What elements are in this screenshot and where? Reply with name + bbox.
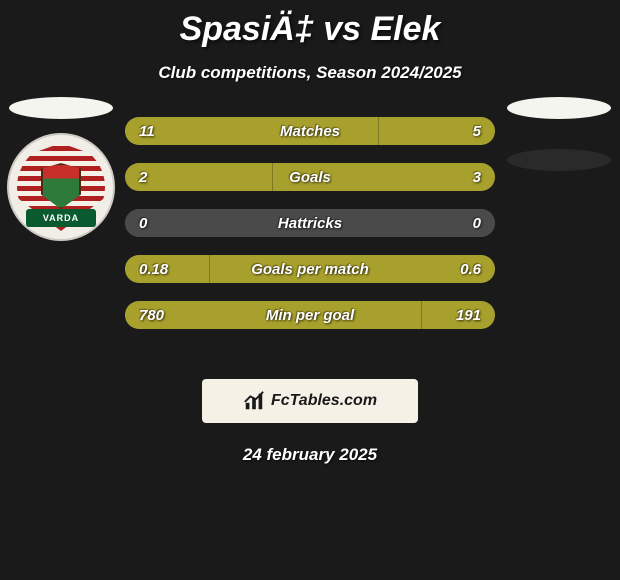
stat-label: Goals per match <box>125 255 495 283</box>
left-player-ellipse <box>9 97 113 119</box>
stat-label: Goals <box>125 163 495 191</box>
left-player-badge-column: VARDA <box>6 97 116 347</box>
right-player-ellipse-2 <box>507 149 611 171</box>
stat-row: 0.180.6Goals per match <box>125 255 495 283</box>
stat-row: 23Goals <box>125 163 495 191</box>
stat-row: 780191Min per goal <box>125 301 495 329</box>
right-player-badge-column <box>504 97 614 347</box>
comparison-stage: VARDA 115Matches 23Goals 00Hattricks 0.180.… <box>0 117 620 367</box>
stat-bars: 115Matches 23Goals 00Hattricks 0.180.6Goals… <box>125 117 495 347</box>
crest-ribbon: VARDA <box>26 209 96 227</box>
stat-label: Matches <box>125 117 495 145</box>
stat-label: Min per goal <box>125 301 495 329</box>
page-subtitle: Club competitions, Season 2024/2025 <box>0 63 620 83</box>
bar-chart-icon <box>243 390 265 412</box>
left-player-club-crest: VARDA <box>7 133 115 241</box>
stat-row: 115Matches <box>125 117 495 145</box>
branding-badge[interactable]: FcTables.com <box>202 379 418 423</box>
stat-label: Hattricks <box>125 209 495 237</box>
stat-row: 00Hattricks <box>125 209 495 237</box>
page-title: SpasiÄ‡ vs Elek <box>0 0 620 49</box>
date-stamp: 24 february 2025 <box>0 445 620 465</box>
right-player-ellipse-1 <box>507 97 611 119</box>
branding-text: FcTables.com <box>271 392 377 410</box>
